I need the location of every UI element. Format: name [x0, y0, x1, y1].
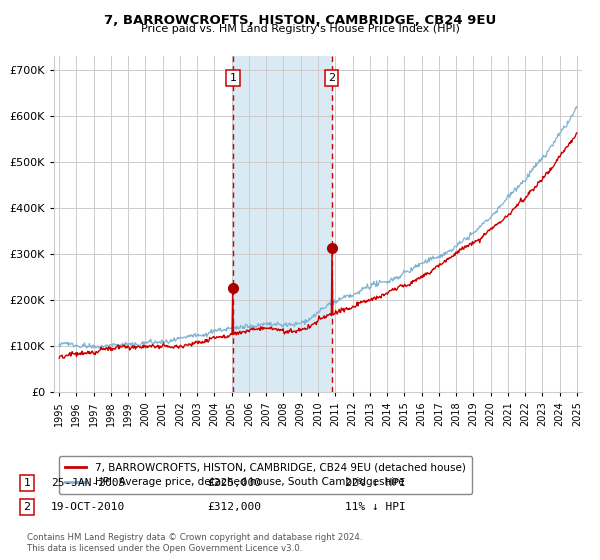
Text: 2: 2	[328, 73, 335, 83]
Text: Price paid vs. HM Land Registry's House Price Index (HPI): Price paid vs. HM Land Registry's House …	[140, 24, 460, 34]
Text: 22% ↓ HPI: 22% ↓ HPI	[345, 478, 406, 488]
Text: 2: 2	[23, 502, 31, 512]
Text: Contains HM Land Registry data © Crown copyright and database right 2024.
This d: Contains HM Land Registry data © Crown c…	[27, 533, 362, 553]
Legend: 7, BARROWCROFTS, HISTON, CAMBRIDGE, CB24 9EU (detached house), HPI: Average pric: 7, BARROWCROFTS, HISTON, CAMBRIDGE, CB24…	[59, 456, 472, 494]
Text: 11% ↓ HPI: 11% ↓ HPI	[345, 502, 406, 512]
Text: 25-JAN-2005: 25-JAN-2005	[51, 478, 125, 488]
Bar	[233, 56, 332, 392]
Text: £312,000: £312,000	[207, 502, 261, 512]
Text: 7, BARROWCROFTS, HISTON, CAMBRIDGE, CB24 9EU: 7, BARROWCROFTS, HISTON, CAMBRIDGE, CB24…	[104, 14, 496, 27]
Text: £225,000: £225,000	[207, 478, 261, 488]
Text: 1: 1	[229, 73, 236, 83]
Text: 19-OCT-2010: 19-OCT-2010	[51, 502, 125, 512]
Text: 1: 1	[23, 478, 31, 488]
